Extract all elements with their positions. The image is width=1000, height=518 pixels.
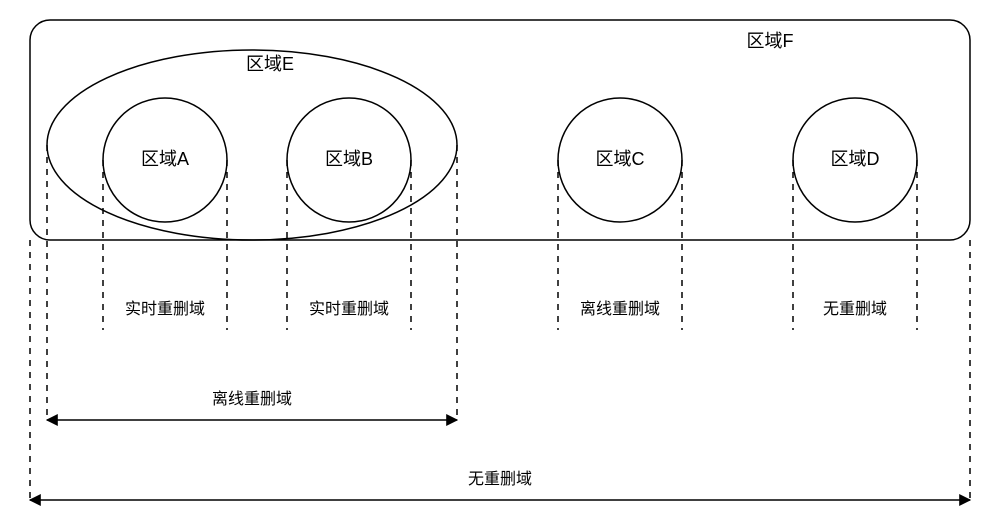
label-c: 区域C [596, 149, 645, 169]
label-d: 区域D [831, 149, 880, 169]
label-e: 区域E [246, 54, 294, 74]
caption-a: 实时重删域 [125, 300, 205, 318]
label-a: 区域A [141, 149, 189, 169]
region-f-rect [30, 20, 970, 240]
caption-c: 离线重删域 [580, 300, 660, 318]
label-b: 区域B [325, 149, 373, 169]
region-e-ellipse [47, 50, 457, 240]
caption-e: 离线重删域 [212, 390, 292, 408]
label-f: 区域F [747, 31, 794, 51]
caption-f: 无重删域 [468, 470, 532, 488]
caption-d: 无重删域 [823, 300, 887, 318]
caption-b: 实时重删域 [309, 300, 389, 318]
dash-lines [30, 145, 970, 500]
